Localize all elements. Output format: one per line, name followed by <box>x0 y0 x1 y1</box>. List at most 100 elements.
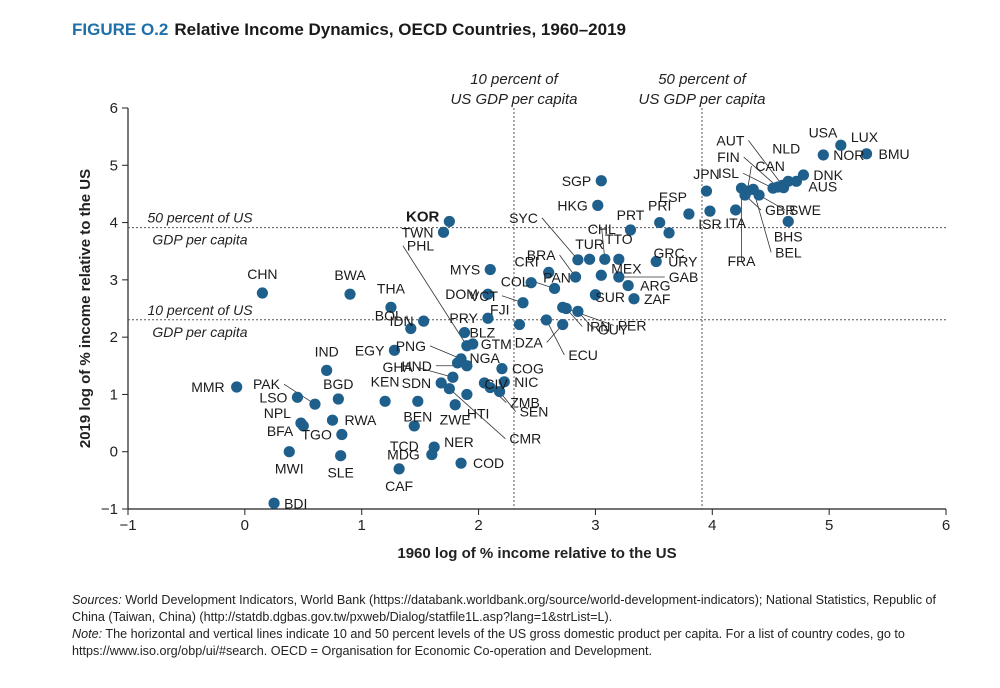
data-point-lso <box>291 391 304 403</box>
point-label-ury: URY <box>668 254 698 270</box>
point-label-hkg: HKG <box>557 197 587 213</box>
data-point-sen <box>494 385 506 398</box>
point-label-arg: ARG <box>640 278 670 294</box>
point-label-caf: CAF <box>385 478 413 494</box>
data-point-mmr <box>231 381 243 393</box>
point-label-sen: SEN <box>520 404 549 420</box>
point-label-guy: GUY <box>598 321 629 337</box>
data-point-caf <box>393 463 405 475</box>
y-tick-label: 2 <box>110 329 118 346</box>
point-label-irn: IRN <box>586 319 610 335</box>
point-label-sgp: SGP <box>562 173 592 189</box>
point-label-gab: GAB <box>669 269 699 285</box>
data-point-bgd <box>332 393 344 405</box>
point-label-mdg: MDG <box>387 447 420 463</box>
point-label-tto: TTO <box>605 231 633 247</box>
point-label-bwa: BWA <box>334 267 366 283</box>
reference-label: GDP per capita <box>152 232 247 248</box>
data-point-tcd <box>408 420 420 432</box>
point-label-aut: AUT <box>716 132 744 148</box>
data-point-jpn <box>700 185 713 197</box>
point-label-gbr: GBR <box>765 202 795 218</box>
data-point-zmb <box>484 381 496 394</box>
point-label-nld: NLD <box>772 140 800 156</box>
point-label-png: PNG <box>396 338 426 354</box>
data-point-sdn <box>435 377 447 389</box>
point-label-pri: PRI <box>648 198 671 214</box>
data-point-sur <box>589 289 602 301</box>
reference-label: 10 percent of <box>470 71 559 88</box>
point-label-pan: PAN <box>543 270 571 286</box>
data-point-nga <box>451 357 464 369</box>
point-label-fin: FIN <box>717 149 740 165</box>
point-label-prt: PRT <box>617 207 645 223</box>
point-label-per: PER <box>618 317 647 333</box>
data-point-esp <box>683 208 695 220</box>
point-label-pry: PRY <box>449 310 478 326</box>
leader-line <box>402 245 468 346</box>
data-point-isr <box>704 205 716 217</box>
reference-label: 10 percent of US <box>147 302 253 318</box>
data-point-sle <box>335 450 347 462</box>
point-label-civ: CIV <box>484 376 508 392</box>
point-label-esp: ESP <box>659 189 687 205</box>
data-point-dza <box>557 318 569 331</box>
data-point-ecu <box>540 314 552 326</box>
point-label-pak: PAK <box>253 376 281 392</box>
data-point-bdi <box>268 497 280 509</box>
point-label-col: COL <box>501 273 530 289</box>
point-label-npl: NPL <box>264 405 291 421</box>
sources-text: World Development Indicators, World Bank… <box>72 593 937 624</box>
point-label-lso: LSO <box>259 389 287 405</box>
point-label-bel: BEL <box>775 244 802 260</box>
data-point-fra <box>735 182 748 194</box>
data-point-gab <box>613 271 625 283</box>
data-point-lux <box>835 139 847 151</box>
point-label-nga: NGA <box>470 350 501 366</box>
data-point-irn <box>560 302 572 315</box>
data-point-col <box>548 282 561 295</box>
data-point-nor <box>817 149 829 161</box>
leader-line <box>748 140 783 186</box>
x-tick-label: 3 <box>591 517 599 534</box>
point-label-cod: COD <box>473 455 504 471</box>
point-label-tgo: TGO <box>302 427 332 443</box>
point-label-ind: IND <box>315 343 339 359</box>
note-label: Note: <box>72 627 103 641</box>
data-point-ben <box>412 395 424 407</box>
leader-line <box>541 217 579 261</box>
y-tick-label: 0 <box>110 444 118 461</box>
point-label-vct: VCT <box>470 288 498 304</box>
data-point-mdg <box>426 448 438 461</box>
point-label-ita: ITA <box>725 215 746 231</box>
x-axis-title: 1960 log of % income relative to the US <box>397 545 676 562</box>
y-tick-label: −1 <box>101 501 118 518</box>
data-point-gha <box>447 371 459 383</box>
data-point-bfa <box>297 420 309 432</box>
point-label-gtm: GTM <box>481 336 512 352</box>
data-point-bel <box>747 183 759 195</box>
data-point-zaf <box>628 293 640 305</box>
point-label-tur: TUR <box>575 236 604 252</box>
data-point-tha <box>385 301 397 313</box>
point-label-rwa: RWA <box>345 412 378 428</box>
leader-line <box>416 366 453 378</box>
point-label-aus: AUS <box>808 178 837 194</box>
scatter-chart: −1 0 1 2 3 4 5 6 −1 0 1 2 3 4 5 6 1960 log of % income r… <box>77 71 950 562</box>
x-tick-label: 2 <box>474 517 482 534</box>
point-label-ken: KEN <box>371 373 400 389</box>
data-point-mys <box>484 263 496 276</box>
point-label-syc: SYC <box>509 210 538 226</box>
data-point-prt <box>624 224 637 236</box>
point-label-ecu: ECU <box>568 347 598 363</box>
point-label-twn: TWN <box>402 224 434 240</box>
data-point-isl <box>767 182 779 194</box>
data-point-aus <box>790 175 803 187</box>
data-point-blz <box>458 326 471 339</box>
point-label-sle: SLE <box>327 465 353 481</box>
x-tick-label: 1 <box>358 517 366 534</box>
point-label-mex: MEX <box>611 260 642 276</box>
data-point-phl <box>461 340 473 352</box>
x-tick-label: 0 <box>241 517 249 534</box>
data-point-rwa <box>326 414 339 426</box>
